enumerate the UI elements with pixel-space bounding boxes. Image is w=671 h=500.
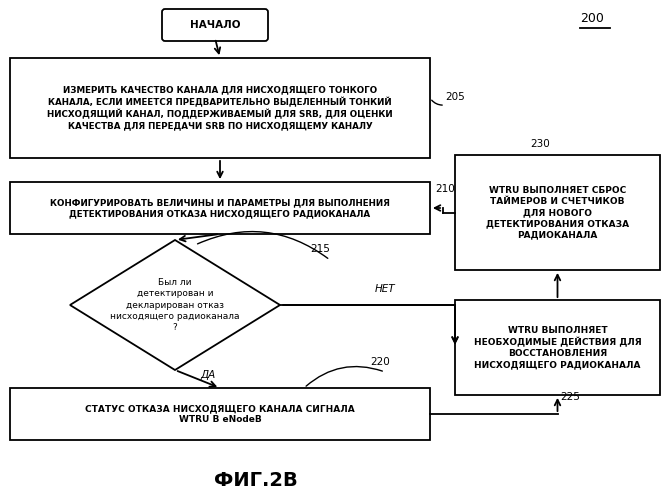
Text: 215: 215 — [310, 244, 330, 254]
Text: 200: 200 — [580, 12, 604, 25]
Text: НЕТ: НЕТ — [375, 284, 396, 294]
Bar — [10, 182, 430, 234]
Text: ДА: ДА — [200, 370, 215, 380]
Text: 205: 205 — [445, 92, 465, 102]
Text: ФИГ.2В: ФИГ.2В — [213, 470, 297, 490]
FancyBboxPatch shape — [162, 9, 268, 41]
Text: WTRU ВЫПОЛНЯЕТ
НЕОБХОДИМЫЕ ДЕЙСТВИЯ ДЛЯ
ВОССТАНОВЛЕНИЯ
НИСХОДЯЩЕГО РАДИОКАНАЛА: WTRU ВЫПОЛНЯЕТ НЕОБХОДИМЫЕ ДЕЙСТВИЯ ДЛЯ … — [474, 326, 641, 370]
Text: WTRU ВЫПОЛНЯЕТ СБРОС
ТАЙМЕРОВ И СЧЕТЧИКОВ
ДЛЯ НОВОГО
ДЕТЕКТИРОВАНИЯ ОТКАЗА
РАДИО: WTRU ВЫПОЛНЯЕТ СБРОС ТАЙМЕРОВ И СЧЕТЧИКО… — [486, 186, 629, 239]
Text: 225: 225 — [560, 392, 580, 402]
Bar — [10, 388, 430, 440]
Bar — [455, 155, 660, 270]
Text: НАЧАЛО: НАЧАЛО — [190, 20, 240, 30]
Polygon shape — [70, 240, 280, 370]
Bar — [455, 300, 660, 395]
Text: 230: 230 — [530, 139, 550, 149]
Bar — [10, 58, 430, 158]
Text: 220: 220 — [370, 357, 390, 367]
Text: 210: 210 — [435, 184, 455, 194]
Text: КОНФИГУРИРОВАТЬ ВЕЛИЧИНЫ И ПАРАМЕТРЫ ДЛЯ ВЫПОЛНЕНИЯ
ДЕТЕКТИРОВАНИЯ ОТКАЗА НИСХОД: КОНФИГУРИРОВАТЬ ВЕЛИЧИНЫ И ПАРАМЕТРЫ ДЛЯ… — [50, 198, 390, 218]
Text: ИЗМЕРИТЬ КАЧЕСТВО КАНАЛА ДЛЯ НИСХОДЯЩЕГО ТОНКОГО
КАНАЛА, ЕСЛИ ИМЕЕТСЯ ПРЕДВАРИТЕ: ИЗМЕРИТЬ КАЧЕСТВО КАНАЛА ДЛЯ НИСХОДЯЩЕГО… — [47, 85, 393, 131]
Text: Был ли
детектирован и
декларирован отказ
нисходящего радиоканала
?: Был ли детектирован и декларирован отказ… — [110, 278, 240, 332]
Text: СТАТУС ОТКАЗА НИСХОДЯЩЕГО КАНАЛА СИГНАЛА
WTRU В eNodeB: СТАТУС ОТКАЗА НИСХОДЯЩЕГО КАНАЛА СИГНАЛА… — [85, 404, 355, 424]
